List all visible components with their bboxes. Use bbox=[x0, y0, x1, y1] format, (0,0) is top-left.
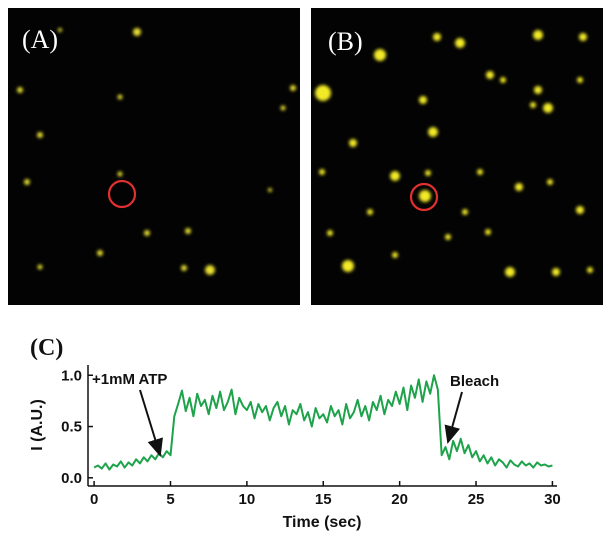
panel-label: (B) bbox=[328, 27, 363, 56]
x-tick-label: 15 bbox=[315, 491, 332, 508]
spots-a bbox=[17, 28, 296, 275]
image-b bbox=[311, 8, 603, 305]
x-tick-label: 30 bbox=[544, 491, 561, 508]
y-axis-title: I (A.U.) bbox=[29, 399, 46, 451]
y-tick-label: 0.0 bbox=[61, 470, 82, 487]
annotation: Bleach bbox=[450, 373, 499, 390]
annotation: +1mM ATP bbox=[92, 371, 167, 388]
marker-circle bbox=[107, 179, 137, 209]
x-tick-label: 25 bbox=[468, 491, 485, 508]
image-a bbox=[8, 8, 300, 305]
spots-b bbox=[315, 30, 593, 277]
x-tick-label: 20 bbox=[391, 491, 408, 508]
marker-circle bbox=[409, 182, 439, 212]
annotation-arrow bbox=[139, 389, 163, 457]
x-tick-label: 10 bbox=[239, 491, 256, 508]
y-tick-label: 1.0 bbox=[61, 367, 82, 384]
x-axis-title: Time (sec) bbox=[283, 514, 362, 531]
panel-label: (C) bbox=[30, 335, 63, 361]
panel-label: (A) bbox=[22, 25, 58, 54]
x-tick-label: 5 bbox=[166, 491, 174, 508]
line-series bbox=[93, 374, 553, 471]
annotation-arrow bbox=[444, 391, 463, 444]
y-tick-label: 0.5 bbox=[61, 419, 82, 436]
x-tick-label: 0 bbox=[90, 491, 98, 508]
chart: 0.0 0.5 1.0 0 5 10 15 20 25 30 bbox=[61, 365, 561, 508]
